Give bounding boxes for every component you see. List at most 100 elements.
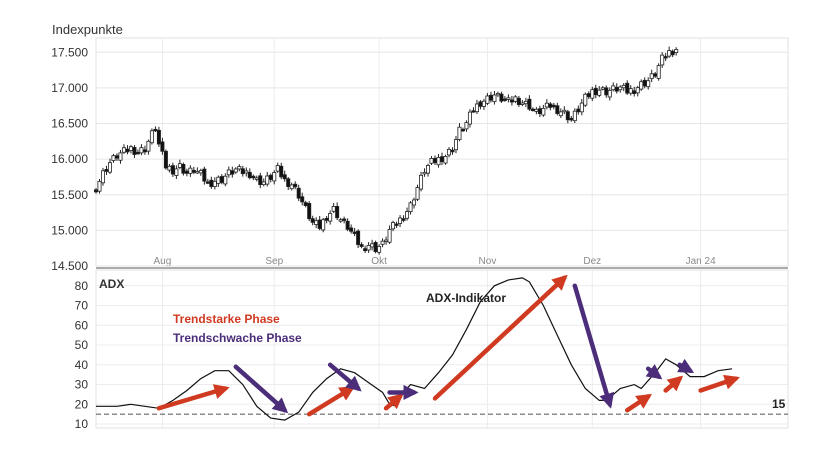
x-tick-label: Okt [371, 256, 387, 267]
candle-body [555, 105, 560, 114]
candle-body [111, 155, 116, 161]
price-y-tick: 15.000 [51, 223, 88, 237]
candle-body [146, 140, 151, 152]
candle-body [359, 244, 364, 247]
strong-trend-arrow [698, 374, 740, 393]
candle-body [384, 239, 389, 242]
price-axis-label: Indexpunkte [52, 22, 123, 37]
candle-body [286, 178, 291, 187]
candle-body [488, 94, 493, 101]
candle-body [324, 217, 329, 221]
legend-strong-trend: Trendstarke Phase [173, 312, 280, 326]
candle-body [576, 108, 581, 113]
x-tick-label: Sep [265, 256, 283, 267]
price-y-tick: 17.000 [51, 81, 88, 95]
candle-body [317, 219, 322, 229]
candle-body [142, 149, 147, 153]
candle-body [387, 229, 392, 243]
candle-body [254, 177, 259, 180]
candle-body [583, 93, 588, 106]
candle-body [649, 73, 654, 80]
candle-body [240, 168, 245, 175]
candle-body [660, 54, 665, 66]
candle-body [282, 174, 287, 180]
candle-body [632, 90, 637, 94]
candle-body [310, 218, 315, 223]
adx-y-tick: 30 [75, 378, 89, 392]
candle-body [349, 227, 354, 232]
candle-body [604, 87, 609, 96]
candle-body [527, 98, 532, 110]
candle-body [391, 222, 396, 230]
candle-body [398, 217, 403, 224]
candle-body [439, 156, 444, 163]
candle-body [114, 155, 119, 159]
candle-body [509, 99, 514, 103]
price-y-tick: 16.500 [51, 117, 88, 131]
candle-body [513, 96, 518, 102]
adx-panel-label: ADX [99, 277, 124, 291]
candle-body [394, 223, 399, 226]
candle-body [530, 108, 535, 112]
candle-body [492, 94, 497, 103]
weak-trend-arrow [327, 362, 362, 392]
candle-body [551, 104, 556, 108]
candle-body [562, 109, 567, 113]
price-y-tick: 15.500 [51, 188, 88, 202]
candle-body [558, 111, 563, 117]
candle-body [377, 246, 382, 253]
candle-body [209, 179, 214, 187]
candle-body [94, 189, 99, 193]
candle-body [460, 128, 465, 132]
candle-body [268, 174, 273, 180]
candle-body [265, 175, 270, 185]
candle-body [537, 108, 542, 114]
strong-trend-arrow [432, 274, 568, 401]
adx-y-tick: 80 [75, 279, 89, 293]
candle-body [125, 148, 130, 153]
candle-body [97, 180, 102, 192]
weak-trend-arrow [572, 283, 615, 409]
candle-body [370, 243, 375, 248]
x-tick-label: Dez [583, 256, 601, 267]
candle-body [128, 146, 133, 151]
candle-body [506, 97, 511, 100]
candle-body [534, 108, 539, 112]
candle-body [132, 147, 137, 155]
candle-body [226, 169, 231, 176]
candle-body [464, 122, 469, 130]
x-tick-label: Jan 24 [686, 256, 716, 267]
candle-body [401, 218, 406, 221]
candle-body [335, 206, 340, 219]
candle-body [279, 165, 284, 178]
candle-body [572, 110, 577, 122]
candle-body [646, 80, 651, 88]
candle-body [429, 158, 434, 164]
candle-body [366, 245, 371, 251]
candle-body [261, 181, 266, 186]
adx-y-tick: 20 [75, 397, 89, 411]
candle-body [586, 93, 591, 98]
candle-body [244, 170, 249, 174]
adx-y-tick: 40 [75, 358, 89, 372]
candle-body [600, 87, 605, 90]
candle-body [593, 87, 598, 96]
candle-body [453, 139, 458, 151]
candle-body [516, 97, 521, 106]
candle-body [212, 180, 217, 187]
candle-body [170, 165, 175, 175]
candle-body [251, 175, 256, 179]
candle-body [342, 218, 347, 221]
candle-body [471, 110, 476, 113]
candle-body [597, 89, 602, 96]
candle-body [195, 171, 200, 174]
candle-body [628, 88, 633, 94]
candle-body [590, 89, 595, 99]
candle-body [541, 107, 546, 116]
candle-body [139, 147, 144, 154]
candle-body [380, 240, 385, 245]
candle-body [331, 206, 336, 212]
candle-body [621, 84, 626, 89]
